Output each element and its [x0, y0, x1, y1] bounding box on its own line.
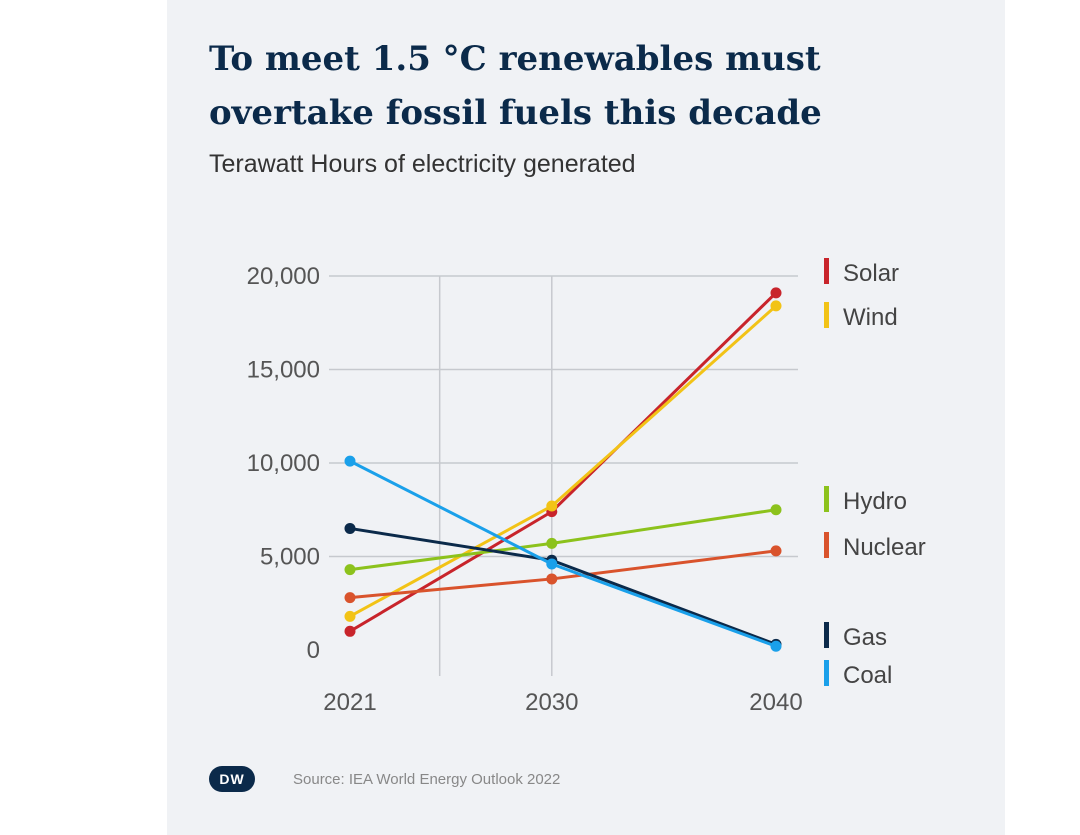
source-note: Source: IEA World Energy Outlook 2022	[293, 770, 561, 788]
legend-label-hydro: Hydro	[843, 488, 907, 515]
x-tick-label: 2030	[525, 689, 578, 716]
y-axis-ticks: 0 5,000 10,000 15,000 20,000	[247, 263, 320, 664]
legend-label-solar: Solar	[843, 260, 899, 287]
chart-subtitle: Terawatt Hours of electricity generated	[209, 150, 636, 178]
series-line-gas	[348, 526, 778, 646]
legend-swatch-hydro	[824, 486, 829, 512]
line-chart: 0 5,000 10,000 15,000 20,000 2021 2030 2040 So…	[247, 258, 926, 716]
data-point-solar	[344, 625, 356, 637]
legend-label-coal: Coal	[843, 662, 892, 689]
legend-label-nuclear: Nuclear	[843, 534, 926, 561]
legend-swatch-coal	[824, 660, 829, 686]
y-tick-label: 20,000	[247, 263, 320, 290]
legend-label-gas: Gas	[843, 624, 887, 651]
footer: DW Source: IEA World Energy Outlook 2022	[209, 766, 560, 792]
data-point-hydro	[546, 537, 558, 549]
y-tick-label: 15,000	[247, 357, 320, 384]
legend-swatch-gas	[824, 622, 829, 648]
chart-grid	[329, 275, 798, 676]
data-point-coal	[546, 558, 558, 570]
chart-card: To meet 1.5 °C renewables must overtake …	[167, 0, 1005, 835]
data-point-gas	[344, 522, 356, 534]
data-point-wind	[546, 500, 558, 512]
data-point-hydro	[770, 504, 782, 516]
y-tick-label: 0	[307, 637, 320, 664]
y-tick-label: 5,000	[260, 544, 320, 571]
legend: Solar Wind Hydro Nuclear Gas Coal	[824, 258, 926, 689]
y-tick-label: 10,000	[247, 450, 320, 477]
x-tick-label: 2040	[749, 689, 802, 716]
data-point-nuclear	[546, 573, 558, 585]
data-point-coal	[344, 455, 356, 467]
data-point-coal	[770, 640, 782, 652]
data-point-wind	[344, 610, 356, 622]
data-point-hydro	[344, 564, 356, 576]
legend-label-wind: Wind	[843, 304, 898, 331]
x-axis-ticks: 2021 2030 2040	[323, 689, 802, 716]
legend-swatch-wind	[824, 302, 829, 328]
series-line-nuclear	[348, 549, 778, 600]
data-point-solar	[770, 287, 782, 299]
x-tick-label: 2021	[323, 689, 376, 716]
series-lines	[344, 287, 782, 652]
data-point-wind	[770, 300, 782, 312]
data-point-nuclear	[770, 545, 782, 557]
chart-title: To meet 1.5 °C renewables must overtake …	[209, 39, 822, 133]
legend-swatch-nuclear	[824, 532, 829, 558]
series-line-wind	[348, 304, 778, 618]
dw-logo: DW	[209, 766, 255, 792]
data-point-nuclear	[344, 592, 356, 604]
series-line-coal	[348, 459, 778, 648]
legend-swatch-solar	[824, 258, 829, 284]
